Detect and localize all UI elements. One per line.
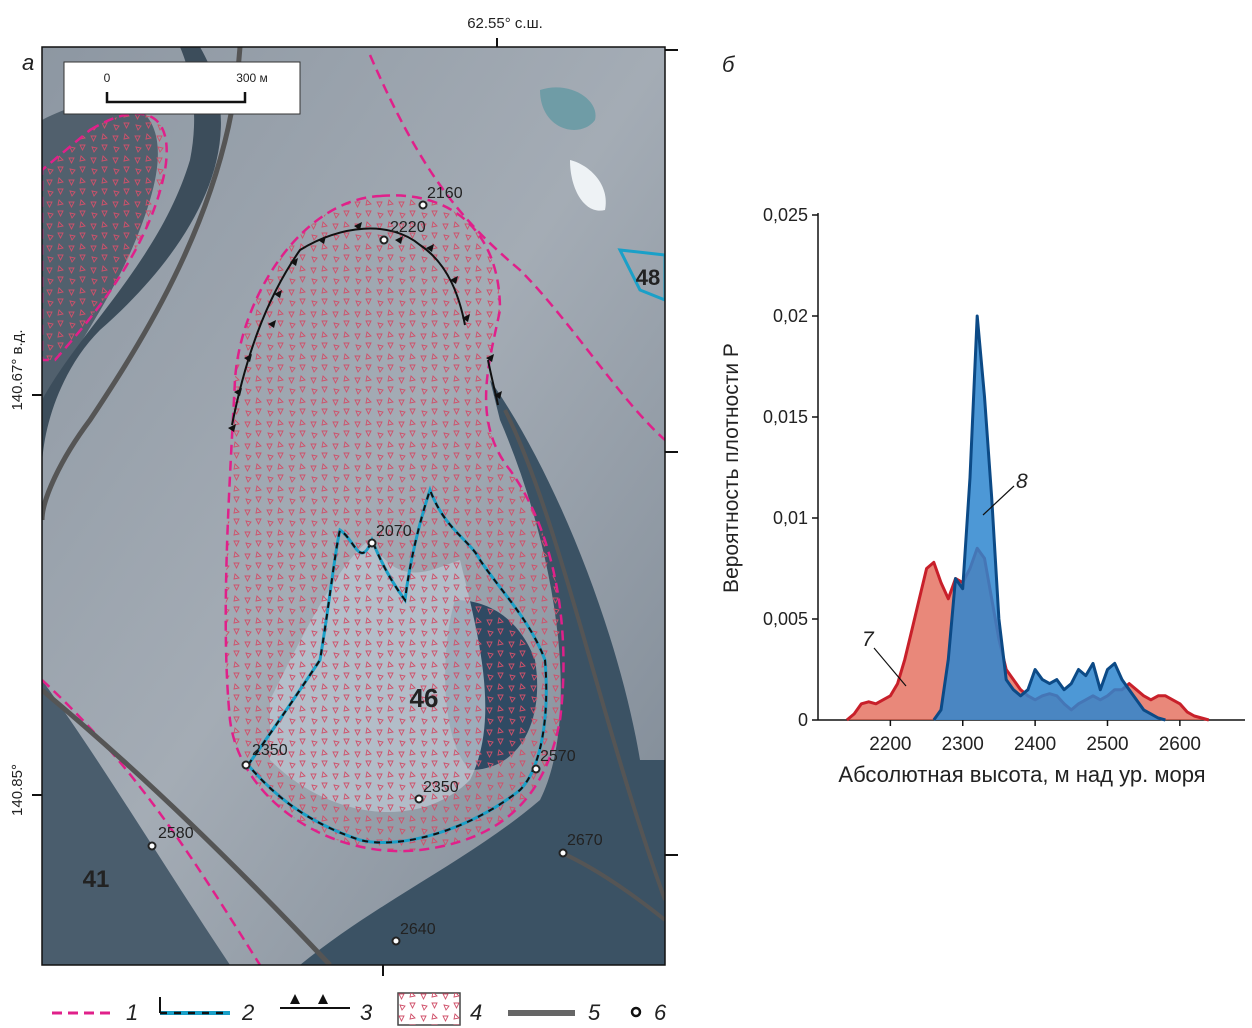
coordinate-label: 140.85° [9,764,26,816]
panel-label: а [22,50,34,75]
y-axis-title: Вероятность плотности P [720,343,743,593]
map [42,47,665,965]
elevation-label: 2070 [376,523,412,540]
x-axis-title: Абсолютная высота, м над ур. моря [838,762,1205,787]
series-line [932,314,1166,722]
x-tick-label: 2300 [942,734,984,755]
scale-label: 300 м [236,71,268,85]
x-tick-label: 2400 [1014,734,1056,755]
elevation-label: 2220 [390,219,426,236]
legend-label: 1 [126,1000,138,1025]
coordinate-label: 62.55° с.ш. [467,15,543,32]
map-frame [41,46,666,966]
legend-label: 2 [241,1000,254,1025]
y-tick-label: 0 [798,710,808,730]
y-tick-label: 0,015 [763,407,808,427]
legend-label: 3 [360,1000,373,1025]
y-tick-label: 0,005 [763,609,808,629]
y-tick-label: 0,02 [773,306,808,326]
legend-label: 5 [588,1000,601,1025]
panel-label: б [722,52,736,77]
y-tick-label: 0,01 [773,508,808,528]
scale-label: 0 [104,71,111,85]
elevation-label: 2670 [567,832,603,849]
elevation-points: 2160 2220 2070 2350 2350 2570 2580 2670 … [147,185,603,946]
glacier-number: 48 [636,265,660,290]
annotation-leader [873,647,907,687]
x-tick-label: 2500 [1086,734,1128,755]
elevation-label: 2570 [540,748,576,765]
legend-label: 6 [654,1000,667,1025]
chart: б Вероятность плотности P Абсолютная выс… [720,52,1245,787]
legend-label: 4 [470,1000,482,1025]
x-tick-label: 2200 [869,734,911,755]
elevation-label: 2350 [252,742,288,759]
elevation-label: 2160 [427,185,463,202]
scale-box [63,61,301,115]
glacier-number: 41 [83,866,110,893]
glacier-number: 46 [410,683,439,713]
series-label: 8 [1016,470,1028,493]
area-fill [846,548,1209,720]
x-tick-label: 2600 [1159,734,1201,755]
area-fill [933,316,1166,720]
coordinate-label: 140.67° в.д. [9,329,26,410]
series-label: 7 [862,628,875,651]
map-legend: 1 2 3 4 5 6 [52,992,667,1026]
elevation-label: 2580 [158,825,194,842]
elevation-label: 2350 [423,779,459,796]
elevation-label: 2640 [400,921,436,938]
y-tick-label: 0,025 [763,205,808,225]
annotation-leader [982,485,1015,516]
